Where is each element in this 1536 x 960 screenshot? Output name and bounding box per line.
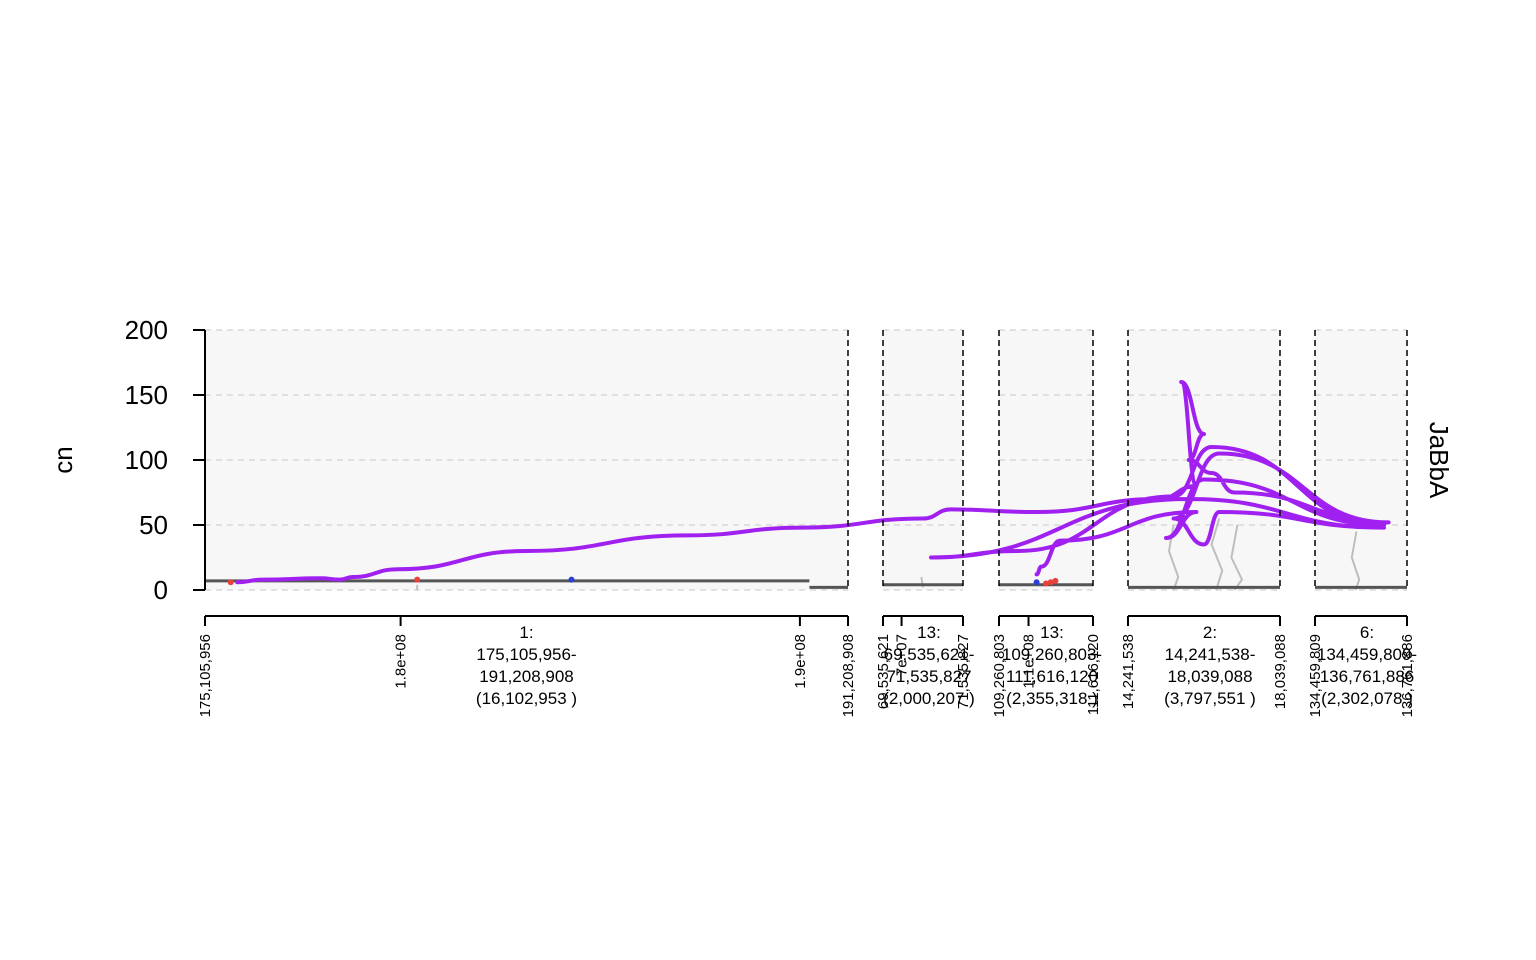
window-label-2-2: 111,616,120 (1006, 667, 1098, 686)
y-tick-label-0: 0 (154, 575, 168, 605)
x-tick-label-0-1: 1.8e+08 (393, 634, 410, 689)
marker-3 (1033, 579, 1040, 586)
window-label-0-0: 1: (519, 623, 533, 642)
window-label-3-0: 2: (1203, 623, 1217, 642)
x-tick-label-1-2: 71,535,827 (955, 634, 972, 709)
x-tick-label-4-1: 136,761,886 (1399, 634, 1416, 717)
walk-path (235, 380, 1391, 585)
gray-path-3 (1350, 531, 1361, 591)
x-tick-label-0-0: 175,105,956 (197, 634, 214, 717)
x-tick-label-3-1: 18,039,088 (1272, 634, 1289, 709)
gray-path-2 (1230, 524, 1244, 591)
window-label-1-2: 71,535,827 (886, 667, 971, 686)
marker-1 (414, 576, 421, 583)
marker-0 (227, 579, 234, 586)
window-label-0-2: 191,208,908 (479, 667, 574, 686)
window-label-4-3: (2,302,078 ) (1321, 689, 1413, 708)
y-tick-label-50: 50 (139, 510, 168, 540)
window-label-4-2: 136,761,886 (1320, 667, 1415, 686)
y-tick-label-150: 150 (125, 380, 168, 410)
marker-6 (1052, 577, 1059, 584)
window-label-1-1: 69,535,621- (884, 645, 975, 664)
gray-paths (416, 518, 1361, 591)
window-label-3-1: 14,241,538- (1165, 645, 1256, 664)
window-label-2-1: 109,260,803- (1002, 645, 1102, 664)
window-label-3-2: 18,039,088 (1167, 667, 1252, 686)
window-label-1-3: (2,000,207 ) (883, 689, 975, 708)
marker-4 (1043, 580, 1049, 587)
x-tick-label-0-2: 1.9e+08 (792, 634, 809, 689)
track-label: JaBbA (1424, 422, 1454, 499)
window-label-2-0: 13: (1040, 623, 1064, 642)
window-label-1-0: 13: (917, 623, 941, 642)
x-tick-label-1-1: 7e+07 (894, 634, 911, 676)
window-label-2-3: (2,355,318 ) (1006, 689, 1098, 708)
x-axis: 175,105,956 1.8e+08 1.9e+08 191,208,908 1: 17… (197, 615, 1417, 717)
walk-paths (235, 380, 1391, 585)
x-tick-label-2-1: 1.1e+08 (1021, 634, 1038, 689)
window-label-4-1: 134,459,809- (1317, 645, 1417, 664)
window-boundaries (847, 330, 1408, 590)
loose-end-markers (227, 576, 1059, 587)
window-label-3-3: (3,797,551 ) (1164, 689, 1256, 708)
window-label-0-1: 175,105,956- (476, 645, 576, 664)
y-tick-label-100: 100 (125, 445, 168, 475)
y-tick-label-200: 200 (125, 315, 168, 345)
marker-5 (1047, 579, 1054, 586)
gray-path-1 (1210, 518, 1224, 591)
marker-2 (568, 576, 575, 583)
x-tick-label-2-2: 111,616,120 (1085, 634, 1102, 715)
x-tick-label-2-0: 109,260,803 (991, 634, 1008, 717)
window-label-0-3: (16,102,953 ) (476, 689, 577, 708)
x-tick-label-0-3: 191,208,908 (840, 634, 857, 717)
y-axis: 0 50 100 150 200 (125, 315, 206, 605)
window-label-4-0: 6: (1360, 623, 1374, 642)
x-tick-label-3-0: 14,241,538 (1120, 634, 1137, 709)
grid-lines (205, 329, 1407, 591)
x-tick-label-4-0: 134,459,809 (1307, 634, 1324, 717)
x-tick-label-1-0: 69,535,621 (875, 634, 892, 709)
y-axis-title: cn (48, 446, 78, 473)
